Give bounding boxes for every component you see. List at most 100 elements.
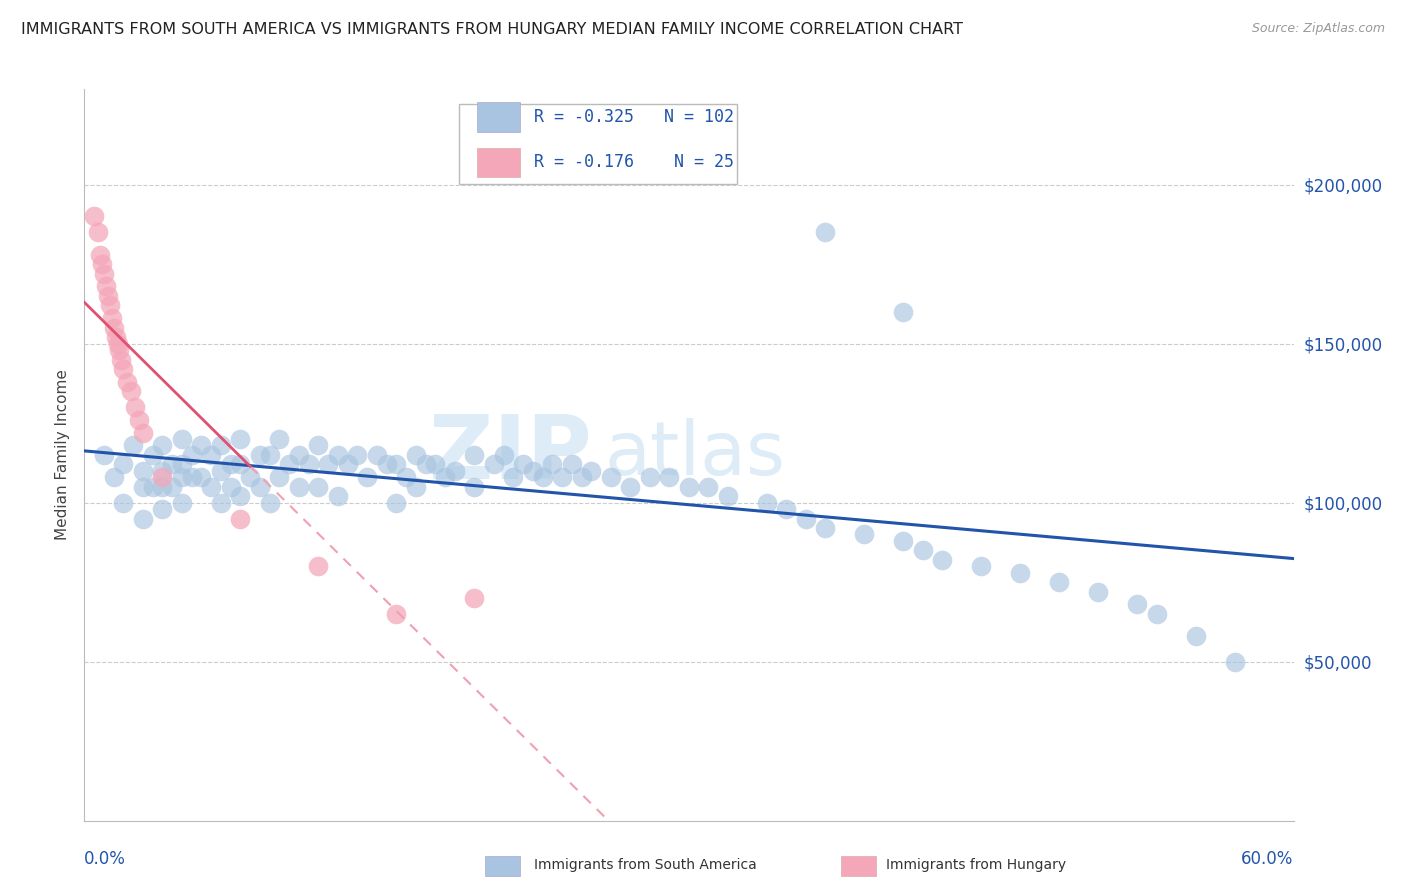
Point — [385, 607, 408, 621]
Point — [107, 336, 129, 351]
Point — [658, 470, 681, 484]
Point — [522, 464, 544, 478]
Point — [1185, 629, 1208, 643]
Point — [502, 470, 524, 484]
Point — [893, 305, 915, 319]
Point — [717, 489, 740, 503]
Point — [83, 210, 105, 224]
Point — [278, 458, 301, 472]
Point — [307, 438, 329, 452]
Point — [316, 458, 339, 472]
Point — [150, 470, 173, 484]
Point — [893, 533, 915, 548]
Point — [814, 521, 837, 535]
Point — [482, 458, 505, 472]
Point — [356, 470, 378, 484]
Point — [1126, 598, 1149, 612]
Point — [108, 343, 131, 357]
Text: Immigrants from Hungary: Immigrants from Hungary — [886, 858, 1066, 872]
Point — [219, 480, 242, 494]
Point — [911, 543, 934, 558]
Point — [160, 458, 183, 472]
Point — [112, 458, 135, 472]
Point — [104, 330, 127, 344]
Point — [103, 320, 125, 334]
Point — [200, 448, 222, 462]
Point — [180, 448, 202, 462]
Point — [229, 489, 252, 503]
Point — [326, 448, 349, 462]
Point — [269, 432, 291, 446]
Point — [124, 401, 146, 415]
Point — [697, 480, 720, 494]
Point — [375, 458, 398, 472]
Point — [190, 470, 212, 484]
Point — [638, 470, 661, 484]
Point — [132, 464, 155, 478]
Point — [93, 267, 115, 281]
Point — [619, 480, 641, 494]
Point — [307, 559, 329, 574]
Point — [463, 448, 485, 462]
Point — [853, 527, 876, 541]
Point — [259, 495, 281, 509]
Point — [229, 432, 252, 446]
Point — [100, 311, 122, 326]
Text: IMMIGRANTS FROM SOUTH AMERICA VS IMMIGRANTS FROM HUNGARY MEDIAN FAMILY INCOME CO: IMMIGRANTS FROM SOUTH AMERICA VS IMMIGRA… — [21, 22, 963, 37]
Point — [120, 384, 142, 399]
Point — [288, 480, 311, 494]
Point — [288, 448, 311, 462]
Point — [405, 448, 427, 462]
Bar — [478, 103, 520, 132]
Point — [794, 511, 817, 525]
Point — [581, 464, 603, 478]
Point — [541, 458, 564, 472]
Point — [229, 458, 252, 472]
Point — [142, 480, 165, 494]
Point — [150, 480, 173, 494]
Bar — [478, 148, 520, 177]
Point — [755, 495, 778, 509]
Point — [298, 458, 321, 472]
Point — [512, 458, 534, 472]
Point — [395, 470, 418, 484]
Text: atlas: atlas — [605, 418, 786, 491]
Point — [89, 247, 111, 261]
Text: R = -0.325   N = 102: R = -0.325 N = 102 — [534, 108, 734, 126]
Point — [1049, 575, 1071, 590]
Point — [150, 502, 173, 516]
Point — [425, 458, 447, 472]
Point — [463, 480, 485, 494]
Point — [117, 375, 139, 389]
Point — [405, 480, 427, 494]
Point — [600, 470, 623, 484]
Point — [170, 470, 193, 484]
Point — [112, 495, 135, 509]
Point — [190, 438, 212, 452]
Point — [551, 470, 574, 484]
Point — [336, 458, 359, 472]
Y-axis label: Median Family Income: Median Family Income — [55, 369, 70, 541]
Text: 0.0%: 0.0% — [84, 850, 127, 868]
Point — [87, 225, 110, 239]
Point — [1146, 607, 1168, 621]
Text: Immigrants from South America: Immigrants from South America — [534, 858, 756, 872]
Point — [970, 559, 993, 574]
Text: 60.0%: 60.0% — [1241, 850, 1294, 868]
Point — [492, 448, 515, 462]
Point — [110, 352, 132, 367]
Point — [1223, 655, 1246, 669]
Point — [931, 553, 953, 567]
Point — [259, 448, 281, 462]
Point — [200, 480, 222, 494]
Point — [531, 470, 554, 484]
Point — [269, 470, 291, 484]
Point — [239, 470, 262, 484]
Point — [571, 470, 593, 484]
Point — [219, 458, 242, 472]
Point — [434, 470, 457, 484]
Text: Source: ZipAtlas.com: Source: ZipAtlas.com — [1251, 22, 1385, 36]
Point — [463, 591, 485, 605]
Point — [112, 362, 135, 376]
Point — [775, 502, 797, 516]
